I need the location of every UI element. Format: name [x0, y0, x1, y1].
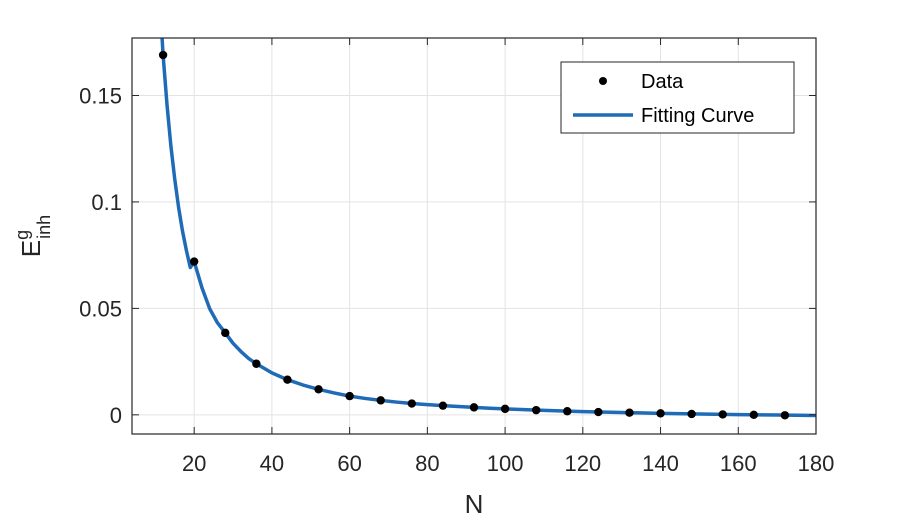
- x-tick-label: 20: [182, 451, 206, 476]
- x-axis-label: N: [465, 489, 484, 519]
- axis-ticks: 20 40 60 80 100 120 140 160 180 0 0.05 0.1 0.15: [79, 38, 834, 476]
- x-tick-label: 40: [260, 451, 284, 476]
- y-axis-label-superscript: g: [12, 230, 32, 240]
- y-axis-label: Eg inh: [12, 215, 54, 257]
- data-markers-layer: [158, 50, 790, 420]
- data-point: [625, 408, 634, 417]
- data-point: [469, 403, 479, 412]
- data-point: [252, 359, 261, 368]
- data-point: [656, 409, 665, 418]
- legend-label-data: Data: [641, 71, 684, 93]
- legend-box: [560, 61, 795, 134]
- fitting-curve-line: [160, 38, 816, 418]
- y-tick-label: 0.15: [79, 83, 122, 108]
- data-point: [438, 401, 448, 410]
- x-tick-label: 180: [798, 451, 835, 476]
- data-point: [780, 411, 790, 420]
- x-tick-label: 80: [415, 451, 439, 476]
- y-tick-label: 0.05: [79, 296, 122, 321]
- y-axis-label-subscript: inh: [34, 215, 54, 239]
- data-point: [407, 399, 417, 408]
- y-axis-label-base: E: [16, 240, 46, 257]
- data-point: [158, 50, 168, 60]
- x-tick-label: 120: [564, 451, 601, 476]
- data-point: [594, 407, 603, 417]
- x-tick-label: 100: [487, 451, 524, 476]
- data-point: [531, 405, 541, 415]
- fitting-curve-layer: [160, 38, 816, 418]
- data-point: [283, 375, 292, 384]
- legend-label-fitting-curve: Fitting Curve: [641, 105, 754, 127]
- y-tick-label: 0.1: [91, 190, 122, 215]
- data-point: [749, 410, 759, 420]
- data-point: [500, 404, 510, 414]
- data-point: [314, 385, 323, 394]
- data-point: [718, 410, 727, 419]
- x-tick-label: 160: [720, 451, 757, 476]
- x-tick-label: 60: [337, 451, 361, 476]
- data-point: [189, 257, 199, 266]
- data-point: [563, 407, 572, 416]
- data-point: [345, 391, 354, 401]
- plot-frame: [131, 37, 817, 435]
- x-tick-label: 140: [642, 451, 679, 476]
- y-tick-label: 0: [110, 403, 122, 428]
- legend-marker-data: [599, 77, 607, 85]
- data-point: [376, 396, 385, 405]
- data-point: [221, 328, 230, 338]
- data-point: [687, 409, 696, 419]
- legend: Data Fitting Curve: [560, 61, 795, 134]
